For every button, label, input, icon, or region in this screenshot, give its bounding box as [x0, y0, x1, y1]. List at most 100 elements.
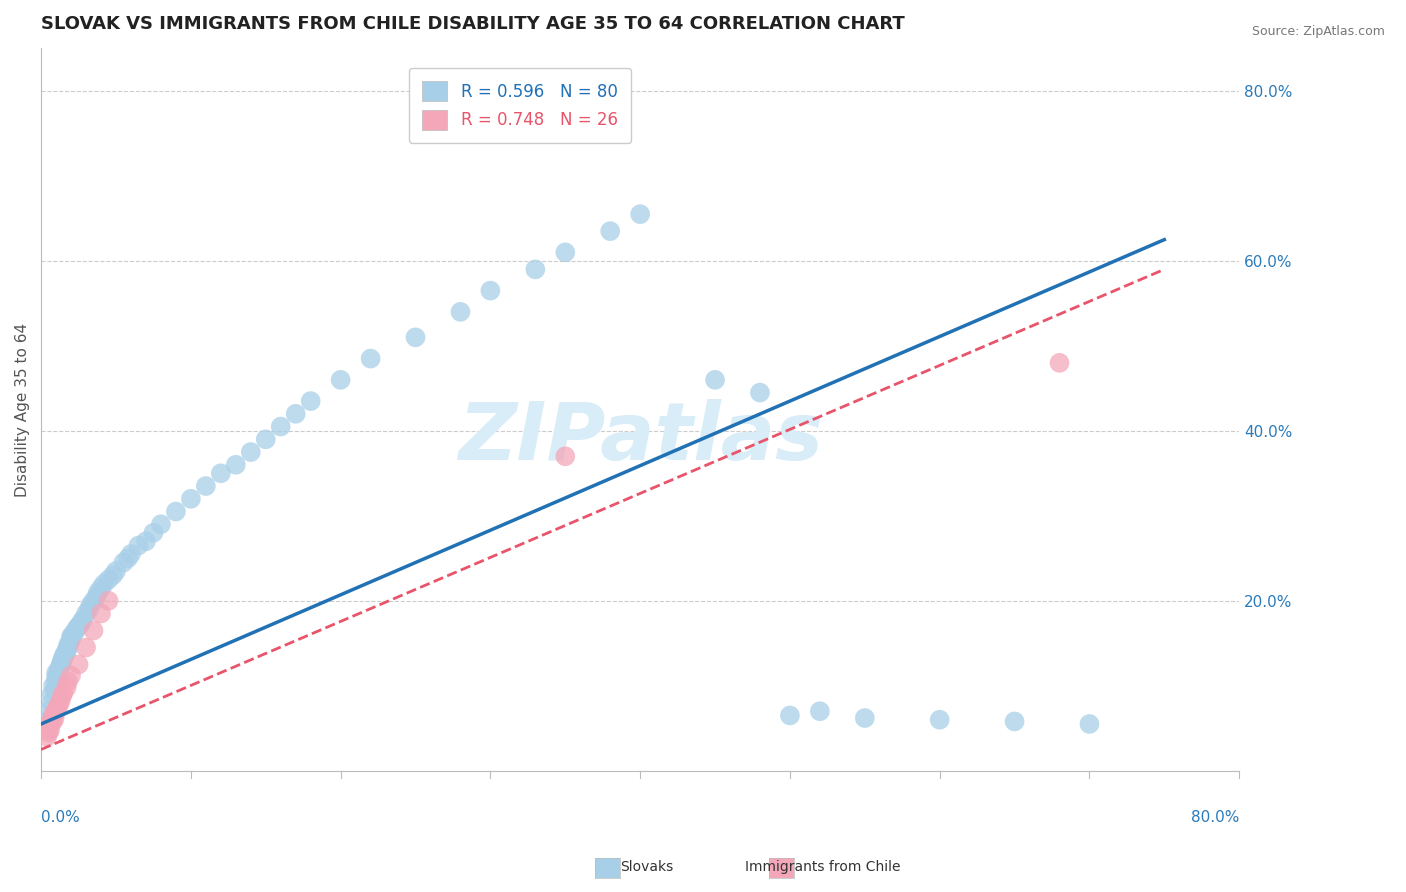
Point [149, 517, 172, 532]
Point [48, 662, 70, 676]
Point [55, 645, 77, 659]
Point [66, 621, 89, 635]
Point [52, 651, 75, 665]
Point [1004, 714, 1026, 729]
Point [39, 717, 62, 731]
Point [46, 700, 69, 714]
Point [112, 556, 135, 570]
Point [270, 419, 292, 434]
Point [38, 721, 60, 735]
Point [41, 687, 63, 701]
Point [49, 660, 72, 674]
Point [194, 479, 217, 493]
Point [127, 539, 149, 553]
Point [104, 564, 127, 578]
Text: Source: ZipAtlas.com: Source: ZipAtlas.com [1251, 25, 1385, 38]
Point [90, 581, 112, 595]
Point [120, 547, 142, 561]
Point [135, 534, 157, 549]
Point [1049, 356, 1071, 370]
Point [284, 407, 307, 421]
Point [63, 626, 86, 640]
Point [87, 585, 110, 599]
Point [69, 617, 91, 632]
Point [90, 607, 112, 621]
Point [56, 674, 79, 689]
Point [1078, 717, 1101, 731]
Point [38, 713, 60, 727]
Point [56, 640, 79, 655]
Point [779, 708, 801, 723]
Point [45, 670, 67, 684]
Point [58, 636, 80, 650]
Point [554, 245, 576, 260]
Point [51, 653, 73, 667]
Point [41, 696, 63, 710]
Point [42, 679, 65, 693]
Point [46, 668, 69, 682]
Point [165, 504, 187, 518]
Point [51, 655, 73, 669]
Point [86, 590, 108, 604]
Point [55, 681, 77, 695]
Point [37, 730, 59, 744]
Point [38, 704, 60, 718]
Point [44, 711, 66, 725]
Point [599, 224, 621, 238]
Point [56, 638, 79, 652]
Point [853, 711, 876, 725]
Point [83, 624, 105, 638]
Point [209, 467, 232, 481]
Point [254, 433, 277, 447]
Point [48, 698, 70, 712]
Point [44, 683, 66, 698]
Point [67, 657, 90, 672]
Point [117, 551, 139, 566]
Point [70, 615, 93, 629]
Text: 0.0%: 0.0% [41, 811, 80, 825]
Point [479, 284, 502, 298]
Point [42, 714, 65, 729]
Point [329, 373, 352, 387]
Point [97, 573, 120, 587]
Point [41, 713, 63, 727]
Point [360, 351, 382, 366]
Text: Slovaks: Slovaks [620, 860, 673, 874]
Point [62, 628, 84, 642]
Point [75, 607, 97, 621]
Point [749, 385, 772, 400]
Point [60, 630, 83, 644]
Text: SLOVAK VS IMMIGRANTS FROM CHILE DISABILITY AGE 35 TO 64 CORRELATION CHART: SLOVAK VS IMMIGRANTS FROM CHILE DISABILI… [41, 15, 905, 33]
Point [808, 704, 831, 718]
Y-axis label: Disability Age 35 to 64: Disability Age 35 to 64 [15, 323, 30, 497]
Point [83, 593, 105, 607]
Point [38, 725, 60, 739]
Point [524, 262, 547, 277]
Point [405, 330, 427, 344]
Point [93, 576, 115, 591]
Point [142, 525, 165, 540]
Point [65, 624, 87, 638]
Point [46, 672, 69, 686]
Legend: R = 0.596   N = 80, R = 0.748   N = 26: R = 0.596 N = 80, R = 0.748 N = 26 [409, 68, 631, 144]
Text: ZIPatlas: ZIPatlas [458, 400, 823, 477]
Point [55, 643, 77, 657]
Point [75, 640, 97, 655]
Text: Immigrants from Chile: Immigrants from Chile [745, 860, 900, 874]
Point [49, 657, 72, 672]
Point [48, 664, 70, 678]
Point [180, 491, 202, 506]
Point [44, 706, 66, 720]
Point [554, 450, 576, 464]
Point [60, 668, 83, 682]
Point [45, 674, 67, 689]
Point [49, 694, 72, 708]
Point [449, 305, 471, 319]
Point [225, 458, 247, 472]
Point [52, 648, 75, 663]
Point [79, 598, 101, 612]
Point [39, 723, 62, 737]
Point [239, 445, 262, 459]
Point [299, 394, 322, 409]
Point [51, 689, 73, 703]
